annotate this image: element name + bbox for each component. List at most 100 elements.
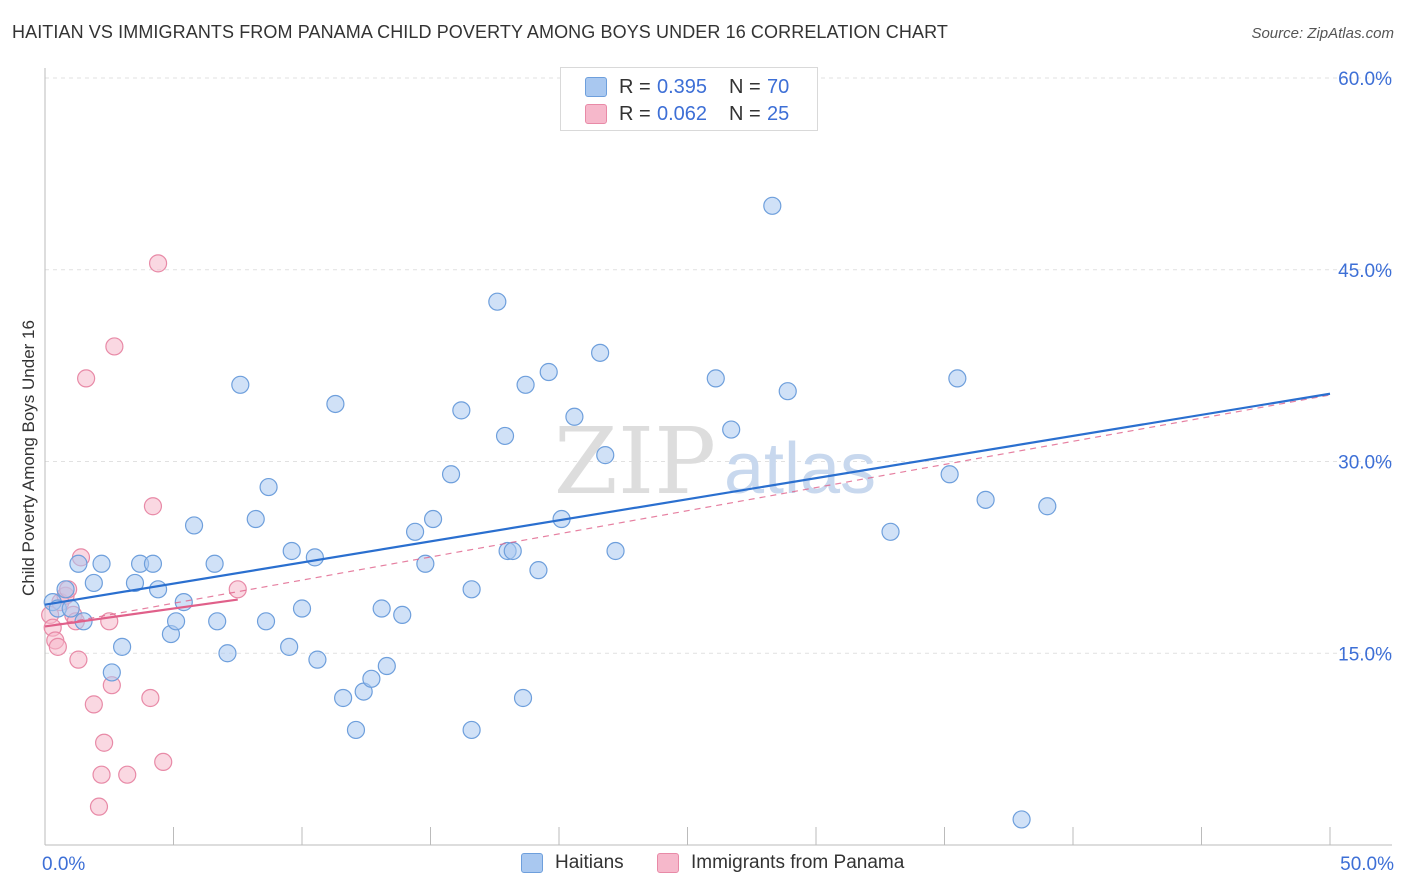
data-point-panama [95, 733, 114, 752]
data-point-panama [143, 497, 163, 516]
data-point-haitian [462, 720, 481, 740]
trendline-panama-extended [44, 394, 1331, 627]
data-point-haitian [246, 509, 265, 529]
data-point-haitian [462, 580, 481, 599]
data-point-haitian [763, 196, 782, 215]
data-point-panama [92, 765, 111, 784]
y-tick-labels: 15.0% 30.0% 45.0% 60.0% [1338, 69, 1392, 665]
r-value: 0.062 [657, 102, 708, 125]
watermark-atlas: atlas [724, 429, 876, 509]
n-value: 70 [767, 75, 790, 98]
data-point-haitian [69, 554, 88, 573]
data-point-haitian [591, 343, 610, 362]
series-legend: Haitians Immigrants from Panama [0, 852, 1406, 878]
data-point-haitian [292, 599, 312, 618]
data-point-haitian [596, 446, 615, 465]
data-point-haitian [143, 554, 163, 573]
data-point-haitian [539, 362, 558, 382]
watermark-zip: ZIP [554, 408, 716, 515]
data-point-haitian [778, 382, 797, 401]
chart-title: HAITIAN VS IMMIGRANTS FROM PANAMA CHILD … [12, 22, 948, 42]
data-point-haitian [976, 490, 995, 509]
haitians-swatch [585, 77, 607, 97]
trendline-panama [44, 598, 238, 628]
data-point-haitian [452, 401, 471, 420]
data-point-haitian [423, 509, 443, 529]
data-point-haitian [940, 465, 959, 484]
data-point-haitian [706, 369, 725, 388]
panama-swatch [585, 104, 607, 124]
data-point-haitian [231, 375, 250, 394]
legend-item-panama: Immigrants from Panama [657, 852, 904, 874]
data-point-panama [105, 337, 124, 356]
data-point-haitian [372, 599, 391, 618]
data-point-haitian [218, 644, 237, 663]
data-point-haitian [441, 465, 461, 484]
legend-label: Immigrants from Panama [691, 852, 905, 873]
r-label: R = [619, 75, 651, 98]
haitians-swatch [521, 853, 543, 873]
legend-row-panama: R = 0.062 N = 25 [585, 101, 789, 127]
data-point-haitian [405, 522, 425, 541]
data-point-panama [69, 650, 88, 669]
correlation-legend: R = 0.395 N = 70 R = 0.062 N = 25 [560, 67, 818, 131]
data-point-haitian [948, 369, 967, 388]
axes [44, 68, 1392, 846]
r-label: R = [619, 102, 651, 125]
y-tick-label: 60.0% [1338, 69, 1392, 90]
data-point-haitian [205, 554, 224, 573]
data-point-panama [148, 254, 168, 273]
data-point-haitian [393, 605, 412, 625]
n-label: N = [729, 75, 761, 98]
data-point-haitian [102, 663, 121, 682]
data-point-panama [77, 369, 96, 388]
legend-row-haitians: R = 0.395 N = 70 [585, 74, 789, 100]
data-point-haitian [184, 516, 204, 535]
data-point-haitian [92, 554, 111, 573]
legend-label: Haitians [555, 852, 624, 873]
data-point-panama [141, 688, 160, 708]
data-point-haitian [416, 554, 435, 573]
trend-lines [44, 392, 1331, 628]
x-tick-labels: 0.0% 50.0% [42, 854, 1394, 875]
data-point-haitian [1012, 810, 1031, 829]
data-point-haitian [256, 612, 276, 631]
data-point-haitian [125, 573, 145, 593]
n-label: N = [729, 102, 761, 125]
data-point-haitian [1038, 497, 1057, 516]
data-point-haitian [362, 669, 381, 688]
data-point-haitian [259, 477, 278, 497]
data-point-panama [89, 797, 109, 816]
data-point-haitian [529, 561, 548, 580]
r-value: 0.395 [657, 75, 708, 98]
data-point-haitian [513, 688, 533, 708]
panama-swatch [657, 853, 679, 873]
data-point-haitian [56, 580, 75, 599]
data-point-haitian [148, 580, 168, 599]
data-point-haitian [722, 420, 741, 439]
data-point-panama [48, 637, 67, 656]
legend-item-haitians: Haitians [521, 852, 624, 874]
data-point-haitian [305, 548, 324, 567]
series-panama-points [41, 254, 247, 816]
grid-lines [45, 77, 1392, 654]
data-point-haitian [488, 292, 507, 311]
data-point-haitian [308, 650, 327, 669]
data-point-haitian [881, 522, 900, 541]
series-haitians-points [43, 196, 1057, 829]
data-point-haitian [326, 394, 345, 414]
data-point-panama [228, 580, 247, 599]
x-tick-label: 50.0% [1340, 854, 1394, 875]
data-point-haitian [61, 599, 80, 618]
data-point-haitian [166, 612, 186, 631]
data-point-haitian [495, 426, 515, 446]
trendline-haitians [44, 392, 1331, 606]
data-point-panama [84, 695, 103, 714]
data-point-haitian [84, 573, 103, 593]
data-point-haitian [377, 656, 396, 676]
data-point-haitian [334, 688, 353, 708]
data-point-haitian [516, 375, 535, 394]
y-axis-label: Child Poverty Among Boys Under 16 [19, 320, 38, 596]
data-point-haitian [282, 541, 301, 561]
